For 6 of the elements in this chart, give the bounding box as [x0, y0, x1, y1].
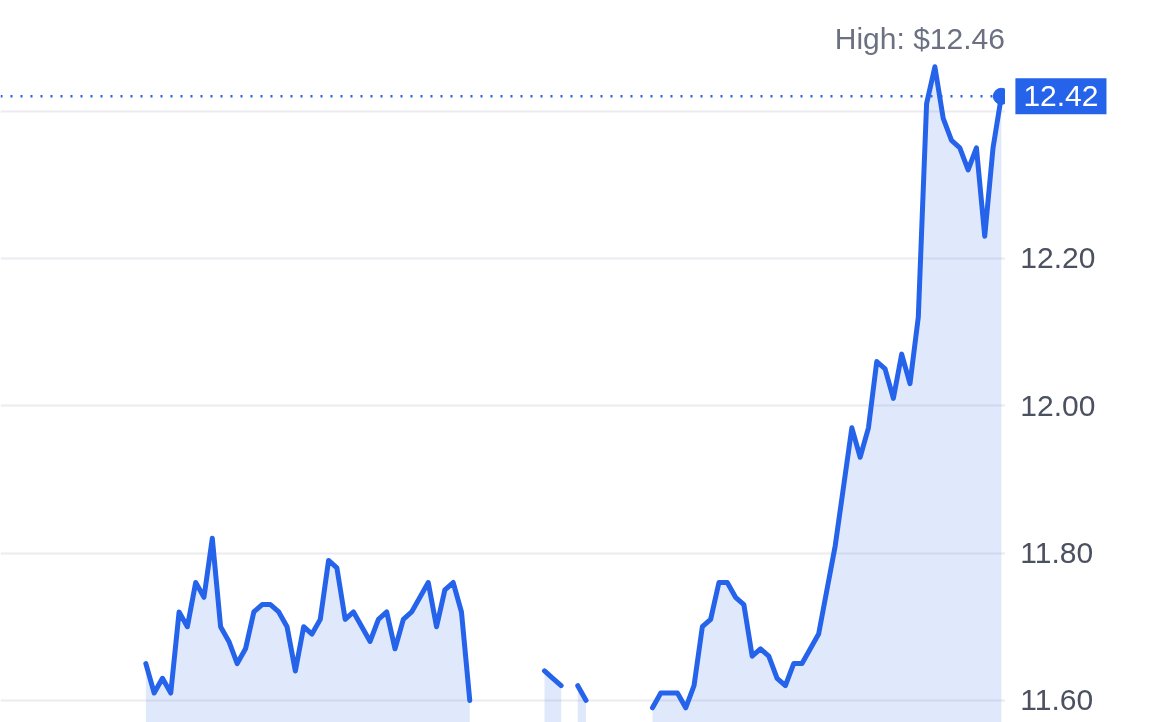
- annotation: High: $12.46: [834, 21, 1005, 55]
- y-tick-label: 11.60: [1020, 683, 1094, 717]
- y-tick-label: 12.00: [1020, 388, 1096, 422]
- y-tick-label: 12.20: [1020, 241, 1096, 275]
- ref-line-label: 12.42: [1023, 79, 1099, 113]
- y-tick-label: 11.80: [1020, 536, 1094, 570]
